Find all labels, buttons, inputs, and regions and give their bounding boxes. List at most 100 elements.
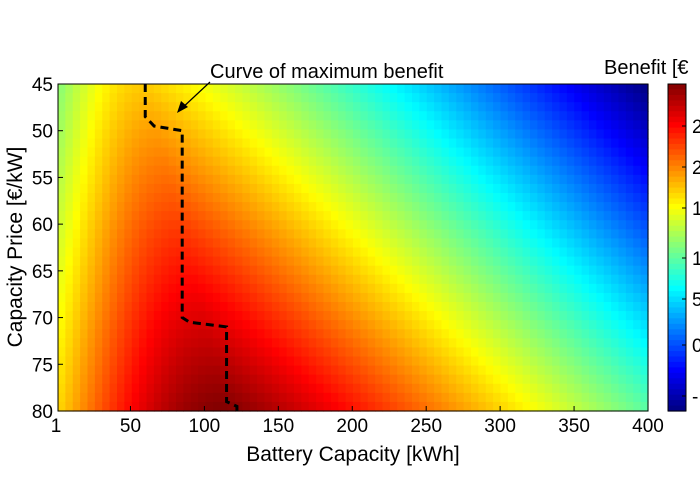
heatmap-cell: [448, 138, 457, 149]
heatmap-cell: [478, 102, 487, 112]
heatmap-cell: [176, 302, 184, 312]
heatmap-cell: [153, 320, 162, 330]
heatmap-cell: [316, 84, 325, 94]
heatmap-cell: [574, 238, 583, 249]
heatmap-cell: [235, 311, 243, 321]
heatmap-cell: [80, 183, 89, 194]
heatmap-cell: [153, 183, 162, 194]
heatmap-cell: [87, 84, 96, 94]
heatmap-cell: [559, 383, 568, 394]
heatmap-cell: [507, 347, 516, 358]
heatmap-cell: [375, 193, 384, 203]
heatmap-cell: [456, 265, 465, 276]
heatmap-cell: [530, 229, 538, 240]
heatmap-cell: [537, 265, 546, 276]
heatmap-cell: [94, 338, 103, 349]
heatmap-cell: [257, 320, 266, 330]
heatmap-cell: [434, 147, 443, 158]
heatmap-cell: [330, 138, 339, 149]
heatmap-cell: [618, 283, 627, 294]
heatmap-cell: [589, 338, 597, 349]
heatmap-cell: [389, 256, 398, 267]
heatmap-cell: [249, 174, 258, 185]
heatmap-cell: [338, 329, 347, 339]
heatmap-cell: [220, 365, 229, 376]
heatmap-cell: [316, 129, 325, 140]
heatmap-cell: [382, 347, 391, 358]
heatmap-cell: [80, 138, 89, 149]
heatmap-cell: [589, 311, 597, 321]
heatmap-cell: [65, 320, 74, 330]
heatmap-cell: [478, 292, 487, 303]
heatmap-cell: [301, 102, 310, 112]
heatmap-cell: [441, 302, 450, 312]
heatmap-cell: [65, 256, 74, 267]
heatmap-cell: [153, 102, 162, 112]
heatmap-cell: [625, 229, 634, 240]
heatmap-cell: [367, 320, 376, 330]
heatmap-cell: [190, 401, 199, 412]
heatmap-cell: [434, 220, 443, 230]
heatmap-cell: [286, 383, 295, 394]
heatmap-cell: [109, 147, 118, 158]
heatmap-cell: [485, 156, 494, 167]
heatmap-cell: [220, 147, 229, 158]
heatmap-cell: [168, 274, 177, 285]
heatmap-cell: [456, 147, 465, 158]
heatmap-cell: [389, 383, 398, 394]
heatmap-cell: [242, 156, 251, 167]
heatmap-cell: [441, 138, 450, 149]
heatmap-cell: [227, 265, 236, 276]
heatmap-cell: [640, 202, 649, 212]
heatmap-cell: [316, 347, 325, 358]
heatmap-cell: [640, 229, 649, 240]
heatmap-cell: [139, 374, 148, 385]
heatmap-cell: [404, 347, 413, 358]
heatmap-cell: [301, 183, 310, 194]
heatmap-cell: [633, 383, 642, 394]
heatmap-cell: [176, 347, 184, 358]
heatmap-cell: [330, 229, 339, 240]
heatmap-cell: [559, 283, 568, 294]
heatmap-cell: [242, 129, 251, 140]
heatmap-cell: [559, 156, 568, 167]
heatmap-cell: [249, 84, 258, 94]
heatmap-cell: [65, 383, 74, 394]
heatmap-cell: [500, 211, 509, 221]
heatmap-cell: [471, 329, 479, 339]
heatmap-cell: [434, 320, 443, 330]
heatmap-cell: [515, 274, 524, 285]
heatmap-cell: [611, 84, 620, 94]
heatmap-cell: [205, 256, 214, 267]
heatmap-cell: [478, 147, 487, 158]
heatmap-cell: [279, 193, 288, 203]
heatmap-cell: [559, 111, 568, 121]
heatmap-cell: [190, 202, 199, 212]
heatmap-cell: [316, 392, 325, 403]
heatmap-cell: [566, 347, 575, 358]
heatmap-cell: [117, 220, 125, 230]
heatmap-cell: [522, 383, 531, 394]
heatmap-cell: [190, 129, 199, 140]
heatmap-cell: [286, 129, 295, 140]
heatmap-cell: [530, 256, 538, 267]
heatmap-cell: [139, 147, 148, 158]
heatmap-cell: [257, 265, 266, 276]
heatmap-cell: [434, 265, 443, 276]
heatmap-cell: [220, 102, 229, 112]
heatmap-cell: [316, 220, 325, 230]
heatmap-cell: [338, 338, 347, 349]
heatmap-cell: [205, 174, 214, 185]
heatmap-cell: [235, 256, 243, 267]
heatmap-cell: [220, 283, 229, 294]
heatmap-cell: [522, 211, 531, 221]
heatmap-cell: [581, 93, 590, 103]
heatmap-cell: [190, 329, 199, 339]
heatmap-cell: [183, 311, 192, 321]
colorbar-tick-label: 2: [692, 117, 700, 138]
y-tick-label: 80: [32, 402, 53, 423]
heatmap-cell: [426, 202, 435, 212]
heatmap-cell: [286, 102, 295, 112]
heatmap-cell: [279, 365, 288, 376]
